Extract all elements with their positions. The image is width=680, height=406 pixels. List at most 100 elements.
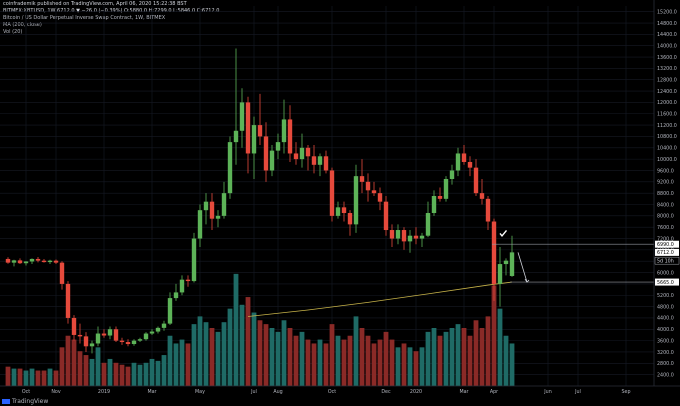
candle-body bbox=[431, 196, 437, 214]
candle-body bbox=[155, 327, 161, 332]
volume-bar bbox=[83, 355, 89, 386]
price-label-box bbox=[654, 256, 680, 265]
candle-body bbox=[179, 279, 185, 293]
candle-body bbox=[449, 170, 455, 179]
candle-body bbox=[371, 190, 377, 194]
candle-body bbox=[119, 340, 125, 343]
candle-body bbox=[455, 153, 461, 171]
y-tick-label: 12800.0 bbox=[657, 78, 677, 84]
x-tick-label: Oct bbox=[328, 389, 336, 395]
candle-body bbox=[59, 262, 65, 284]
candle-body bbox=[137, 339, 143, 341]
y-tick-label: 2400.0 bbox=[657, 372, 674, 378]
volume-bar bbox=[383, 331, 389, 386]
volume-bar bbox=[311, 343, 317, 386]
volume-bar bbox=[347, 335, 353, 386]
y-tick-label: 4800.0 bbox=[657, 304, 674, 310]
candle-body bbox=[167, 298, 173, 324]
candle-body bbox=[5, 258, 11, 263]
volume-bar bbox=[509, 343, 515, 386]
candle-body bbox=[113, 329, 119, 341]
tradingview-footer[interactable]: TradingView bbox=[2, 398, 48, 405]
candle-body bbox=[275, 142, 281, 151]
volume-bar bbox=[17, 368, 23, 386]
candle-body bbox=[335, 207, 341, 216]
volume-bar bbox=[257, 320, 263, 386]
volume-bar bbox=[299, 331, 305, 386]
price-label: 6990.0 bbox=[657, 242, 674, 248]
volume-bar bbox=[125, 366, 131, 386]
candle-body bbox=[317, 156, 323, 165]
y-tick-label: 10400.0 bbox=[657, 146, 677, 152]
y-tick-label: 9200.0 bbox=[657, 180, 674, 186]
y-tick-label: 14400.0 bbox=[657, 32, 677, 38]
x-tick-label: Mar bbox=[147, 389, 156, 395]
x-tick-label: Jul bbox=[250, 389, 257, 395]
volume-bar bbox=[407, 347, 413, 386]
candle-body bbox=[365, 181, 371, 191]
volume-bar bbox=[449, 328, 455, 386]
x-tick-label: Sep bbox=[621, 389, 630, 395]
volume-bar bbox=[5, 366, 11, 386]
y-tick-label: 8400.0 bbox=[657, 202, 674, 208]
y-tick-label: 10800.0 bbox=[657, 134, 677, 140]
vol-legend[interactable]: Vol (20) bbox=[3, 29, 23, 35]
volume-bar bbox=[263, 324, 269, 386]
volume-bar bbox=[197, 316, 203, 386]
volume-bar bbox=[431, 328, 437, 386]
y-tick-label: 7200.0 bbox=[657, 236, 674, 242]
candle-body bbox=[41, 260, 47, 263]
ma-legend[interactable]: MA (200, close) bbox=[3, 22, 42, 28]
volume-bar bbox=[317, 339, 323, 386]
volume-bar bbox=[107, 358, 113, 386]
volume-bar bbox=[269, 328, 275, 386]
volume-bar bbox=[473, 320, 479, 386]
candle-body bbox=[383, 201, 389, 231]
volume-bar bbox=[191, 324, 197, 386]
x-tick-label: May bbox=[195, 389, 205, 395]
volume-bar bbox=[371, 343, 377, 386]
volume-bar bbox=[209, 328, 215, 386]
volume-bar bbox=[185, 343, 191, 386]
volume-bar bbox=[437, 335, 443, 386]
volume-bar bbox=[167, 335, 173, 386]
volume-bar bbox=[467, 335, 473, 386]
x-tick-label: Aug bbox=[273, 389, 282, 395]
candle-body bbox=[17, 260, 23, 264]
x-tick-label: Oct bbox=[22, 389, 30, 395]
x-tick-label: Nov bbox=[51, 389, 61, 395]
volume-bar bbox=[275, 331, 281, 386]
y-tick-label: 13200.0 bbox=[657, 66, 677, 72]
volume-bar bbox=[239, 304, 245, 386]
volume-bar bbox=[11, 368, 17, 386]
volume-bar bbox=[419, 347, 425, 386]
volume-bar bbox=[119, 364, 125, 386]
candle-body bbox=[359, 176, 365, 182]
volume-bar bbox=[377, 339, 383, 386]
price-label: 5d 10h bbox=[657, 258, 674, 264]
x-tick-label: Jun bbox=[543, 389, 552, 395]
volume-bar bbox=[365, 335, 371, 386]
x-tick-label: Dec bbox=[381, 389, 391, 395]
candle-body bbox=[209, 201, 215, 219]
volume-bar bbox=[47, 368, 53, 386]
volume-bar bbox=[149, 358, 155, 386]
candle-body bbox=[419, 235, 425, 239]
volume-bar bbox=[401, 343, 407, 386]
volume-bar bbox=[389, 339, 395, 386]
candle-body bbox=[107, 329, 113, 336]
candle-body bbox=[491, 221, 497, 284]
candle-body bbox=[293, 153, 299, 160]
candle-body bbox=[185, 279, 191, 282]
volume-bar bbox=[143, 362, 149, 386]
volume-bar bbox=[329, 324, 335, 386]
candle-body bbox=[203, 201, 209, 211]
volume-bar bbox=[461, 328, 467, 386]
candle-body bbox=[53, 260, 59, 263]
candle-body bbox=[173, 292, 179, 299]
candle-body bbox=[305, 147, 311, 157]
candle-body bbox=[299, 147, 305, 160]
volume-bar bbox=[497, 308, 503, 386]
candle-body bbox=[191, 238, 197, 282]
